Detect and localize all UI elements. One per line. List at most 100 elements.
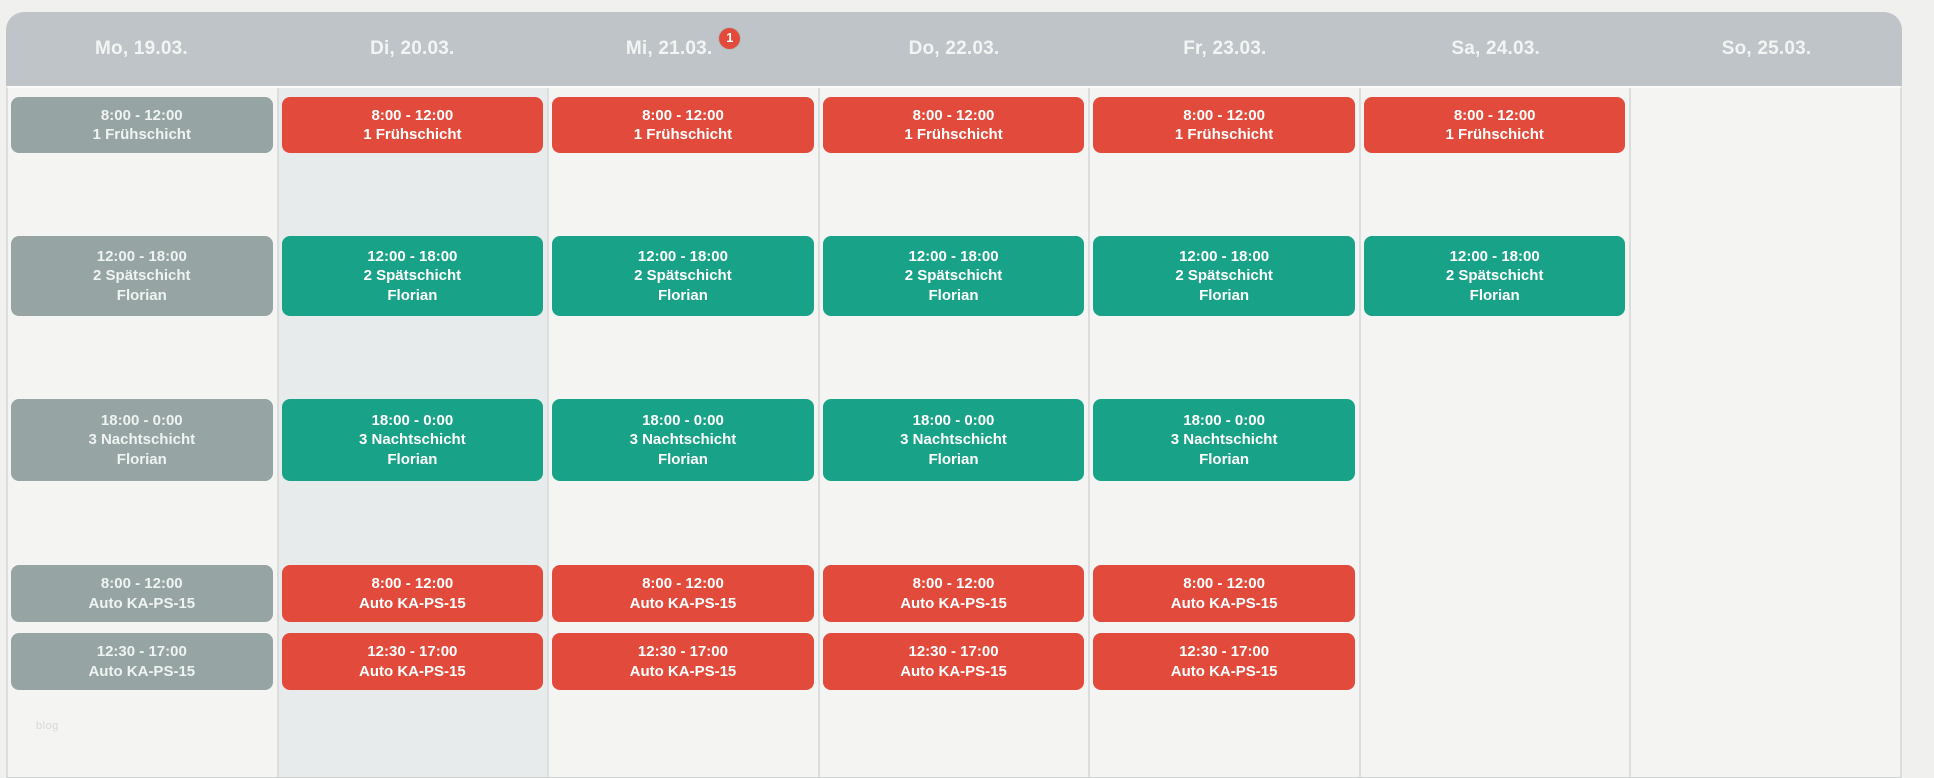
event-title: 3 Nachtschicht [629,431,737,449]
day-header-label: So, 25.03. [1721,38,1812,59]
event-card[interactable]: 8:00 - 12:00 1 Frühschicht [281,97,544,153]
event-person: Florian [1469,286,1520,304]
event-card[interactable]: 18:00 - 0:00 3 Nachtschicht Florian [11,399,273,481]
day-column[interactable]: 8:00 - 12:00 1 Frühschicht 12:00 - 18:00… [8,88,279,777]
event-card[interactable]: 8:00 - 12:00 Auto KA-PS-15 [552,565,814,622]
event-person: Florian [928,450,979,468]
event-person: Florian [657,286,708,304]
event-time: 18:00 - 0:00 [1183,411,1265,429]
day-column[interactable]: 8:00 - 12:00 1 Frühschicht 12:00 - 18:00… [549,88,820,777]
event-title: Auto KA-PS-15 [88,662,196,680]
event-card[interactable]: 18:00 - 0:00 3 Nachtschicht Florian [552,399,814,481]
event-person: Florian [116,450,167,468]
event-title: Auto KA-PS-15 [1170,662,1278,680]
day-header: Do, 22.03. [819,12,1090,86]
event-time: 12:30 - 17:00 [908,643,999,660]
event-title: 1 Frühschicht [1445,126,1544,143]
event-card[interactable]: 8:00 - 12:00 Auto KA-PS-15 [281,565,544,622]
event-person: Florian [387,286,438,304]
day-header: Sa, 24.03. [1360,12,1631,86]
event-title: Auto KA-PS-15 [900,594,1007,612]
event-title: 3 Nachtschicht [1170,431,1278,449]
event-title: 2 Spätschicht [634,267,732,285]
event-card[interactable]: 12:30 - 17:00 Auto KA-PS-15 [1093,633,1355,690]
event-time: 12:30 - 17:00 [367,643,458,660]
day-column[interactable]: 8:00 - 12:00 1 Frühschicht 12:00 - 18:00… [1360,88,1632,777]
day-column[interactable]: 8:00 - 12:00 1 Frühschicht 12:00 - 18:00… [819,88,1091,777]
day-header: So, 25.03. [1631,12,1902,86]
event-person: Florian [928,286,979,304]
event-title: 2 Spätschicht [1445,267,1544,285]
event-time: 8:00 - 12:00 [642,106,724,124]
day-header: Fr, 23.03. [1089,12,1360,86]
event-time: 8:00 - 12:00 [1453,106,1536,124]
event-time: 12:30 - 17:00 [96,643,187,660]
event-card[interactable]: 8:00 - 12:00 Auto KA-PS-15 [1093,565,1355,622]
event-card[interactable]: 12:30 - 17:00 Auto KA-PS-15 [822,633,1085,690]
event-time: 8:00 - 12:00 [1183,106,1265,124]
event-title: Auto KA-PS-15 [629,594,737,612]
event-card[interactable]: 12:30 - 17:00 Auto KA-PS-15 [281,633,544,690]
event-title: 2 Spätschicht [363,267,462,285]
event-time: 8:00 - 12:00 [642,575,724,592]
event-card[interactable]: 8:00 - 12:00 1 Frühschicht [1363,97,1626,153]
day-header-label: Sa, 24.03. [1451,38,1541,59]
weekly-calendar: Mo, 19.03. Di, 20.03. Mi, 21.03. 1 Do, 2… [6,12,1902,778]
event-person: Florian [1199,286,1250,304]
event-title: Auto KA-PS-15 [900,662,1007,680]
day-header: Di, 20.03. [277,12,548,86]
event-person: Florian [116,286,167,304]
day-header-label: Fr, 23.03. [1183,38,1267,59]
event-card[interactable]: 8:00 - 12:00 1 Frühschicht [1093,97,1355,153]
event-title: Auto KA-PS-15 [629,662,737,680]
day-header-label: Do, 22.03. [908,38,1000,59]
event-card[interactable]: 12:30 - 17:00 Auto KA-PS-15 [552,633,814,690]
watermark: blog [36,720,59,732]
event-card[interactable]: 8:00 - 12:00 1 Frühschicht [11,97,273,153]
event-card[interactable]: 8:00 - 12:00 Auto KA-PS-15 [11,565,273,622]
day-column[interactable]: 8:00 - 12:00 1 Frühschicht 12:00 - 18:00… [278,88,550,777]
event-time: 12:30 - 17:00 [1179,643,1270,660]
event-title: Auto KA-PS-15 [359,594,466,612]
event-card[interactable]: 12:00 - 18:00 2 Spätschicht Florian [281,236,544,316]
event-time: 12:00 - 18:00 [96,247,187,265]
event-card[interactable]: 12:00 - 18:00 2 Spätschicht Florian [11,236,273,316]
event-card[interactable]: 18:00 - 0:00 3 Nachtschicht Florian [1093,399,1355,481]
event-person: Florian [1199,450,1250,468]
event-time: 12:00 - 18:00 [1179,247,1270,265]
day-column[interactable]: 8:00 - 12:00 1 Frühschicht 12:00 - 18:00… [1090,88,1361,777]
day-header-label: Mo, 19.03. [95,38,188,59]
day-header: Mo, 19.03. [6,12,277,86]
calendar-body: 8:00 - 12:00 1 Frühschicht 12:00 - 18:00… [6,86,1902,778]
event-card[interactable]: 8:00 - 12:00 1 Frühschicht [822,97,1085,153]
event-card[interactable]: 8:00 - 12:00 1 Frühschicht [552,97,814,153]
day-header-label: Di, 20.03. [370,38,455,59]
event-card[interactable]: 12:00 - 18:00 2 Spätschicht Florian [552,236,814,316]
event-time: 18:00 - 0:00 [100,411,183,429]
event-title: 2 Spätschicht [904,267,1003,285]
event-card[interactable]: 18:00 - 0:00 3 Nachtschicht Florian [822,399,1085,481]
event-card[interactable]: 12:30 - 17:00 Auto KA-PS-15 [11,633,273,690]
event-card[interactable]: 18:00 - 0:00 3 Nachtschicht Florian [281,399,544,481]
event-title: 2 Spätschicht [1175,267,1273,285]
event-card[interactable]: 12:00 - 18:00 2 Spätschicht Florian [822,236,1085,316]
calendar-header-row: Mo, 19.03. Di, 20.03. Mi, 21.03. 1 Do, 2… [6,12,1902,86]
event-title: 1 Frühschicht [633,126,733,143]
event-card[interactable]: 12:00 - 18:00 2 Spätschicht Florian [1093,236,1355,316]
day-header: Mi, 21.03. 1 [548,12,819,86]
event-title: 1 Frühschicht [904,126,1003,143]
event-person: Florian [387,450,438,468]
event-title: Auto KA-PS-15 [1170,594,1278,612]
event-time: 8:00 - 12:00 [912,575,995,592]
event-time: 8:00 - 12:00 [1183,575,1265,592]
event-title: 3 Nachtschicht [359,431,466,449]
day-column[interactable] [1631,88,1901,777]
event-card[interactable]: 8:00 - 12:00 Auto KA-PS-15 [822,565,1085,622]
event-time: 8:00 - 12:00 [100,106,183,124]
event-title: 1 Frühschicht [363,126,462,143]
event-title: 3 Nachtschicht [900,431,1007,449]
event-card[interactable]: 12:00 - 18:00 2 Spätschicht Florian [1363,236,1626,316]
event-time: 8:00 - 12:00 [100,575,183,592]
event-title: 1 Frühschicht [92,126,191,143]
